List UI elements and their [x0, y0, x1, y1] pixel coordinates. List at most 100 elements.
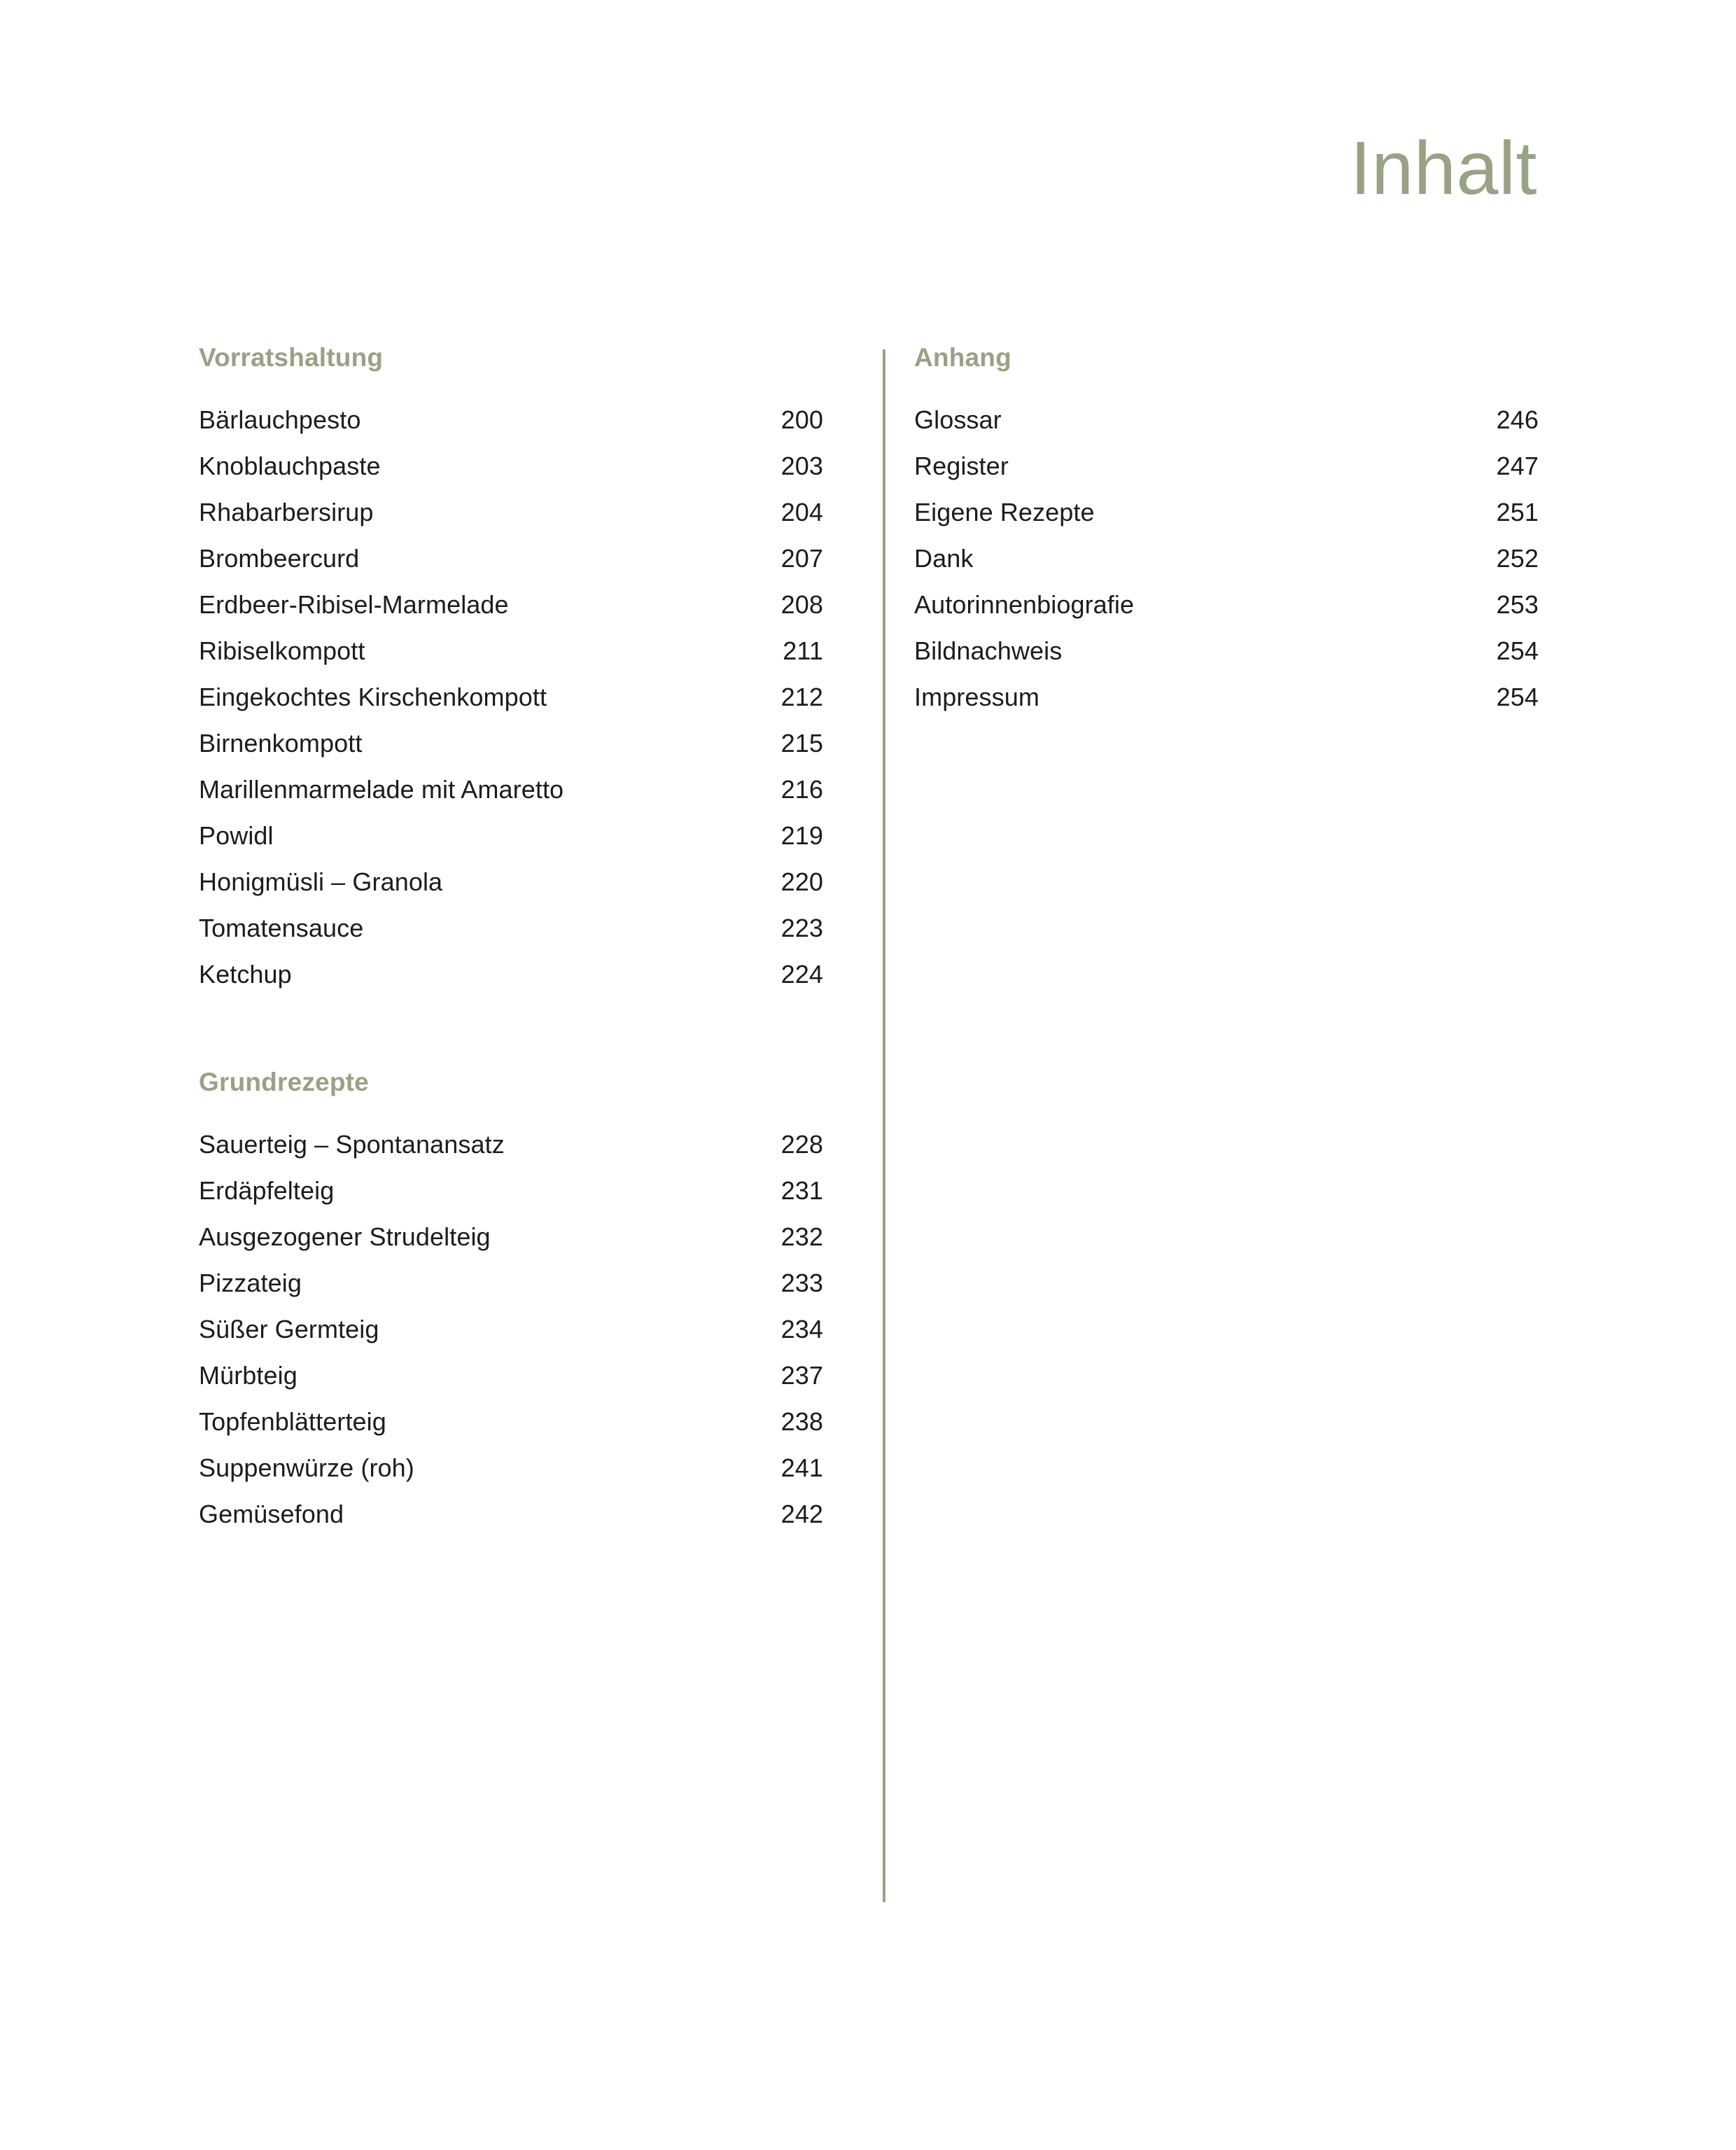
toc-entry[interactable]: Erdäpfelteig 231 [199, 1168, 823, 1214]
toc-entry-title: Knoblauchpaste [199, 452, 381, 480]
toc-entry[interactable]: Bärlauchpesto 200 [199, 397, 823, 443]
toc-entry[interactable]: Sauerteig – Spontanansatz 228 [199, 1122, 823, 1168]
toc-list: Bärlauchpesto 200 Knoblauchpaste 203 Rha… [199, 397, 823, 998]
toc-entry-page: 223 [780, 914, 823, 942]
toc-entry[interactable]: Glossar 246 [914, 397, 1539, 443]
toc-entry[interactable]: Dank 252 [914, 536, 1539, 582]
toc-entry-page: 203 [780, 452, 823, 480]
toc-entry[interactable]: Marillenmarmelade mit Amaretto 216 [199, 767, 823, 813]
toc-entry[interactable]: Birnenkompott 215 [199, 720, 823, 767]
section-heading: Anhang [914, 343, 1011, 372]
toc-entry-title: Süßer Germteig [199, 1315, 379, 1343]
toc-entry[interactable]: Autorinnenbiografie 253 [914, 582, 1539, 628]
section-heading: Vorratshaltung [199, 343, 384, 372]
toc-entry-title: Ketchup [199, 960, 292, 989]
toc-section-vorratshaltung: Vorratshaltung Bärlauchpesto 200 Knoblau… [199, 344, 823, 998]
toc-column-left: Vorratshaltung Bärlauchpesto 200 Knoblau… [199, 344, 823, 1537]
toc-section-grundrezepte: Grundrezepte Sauerteig – Spontanansatz 2… [199, 1069, 823, 1537]
toc-entry-page: 253 [1496, 590, 1539, 619]
toc-entry-title: Eigene Rezepte [914, 498, 1095, 526]
toc-entry[interactable]: Powidl 219 [199, 813, 823, 859]
toc-entry-page: 200 [780, 405, 823, 434]
toc-entry-title: Marillenmarmelade mit Amaretto [199, 775, 564, 804]
toc-entry[interactable]: Gemüsefond 242 [199, 1491, 823, 1537]
toc-entry-title: Ribiselkompott [199, 636, 365, 665]
toc-entry-title: Honigmüsli – Granola [199, 867, 443, 896]
toc-entry-title: Rhabarbersirup [199, 498, 374, 526]
toc-entry-page: 247 [1496, 452, 1539, 480]
toc-entry-page: 204 [780, 498, 823, 526]
toc-entry-title: Suppenwürze (roh) [199, 1453, 414, 1482]
section-heading: Grundrezepte [199, 1068, 369, 1096]
toc-entry[interactable]: Suppenwürze (roh) 241 [199, 1445, 823, 1491]
toc-entry-page: 232 [780, 1222, 823, 1251]
toc-entry-title: Gemüsefond [199, 1500, 344, 1528]
toc-entry[interactable]: Erdbeer-Ribisel-Marmelade 208 [199, 582, 823, 628]
toc-list: Sauerteig – Spontanansatz 228 Erdäpfelte… [199, 1122, 823, 1537]
toc-entry[interactable]: Eingekochtes Kirschenkompott 212 [199, 674, 823, 720]
toc-entry-title: Bildnachweis [914, 636, 1063, 665]
toc-entry-title: Powidl [199, 821, 274, 850]
toc-entry-page: 228 [780, 1130, 823, 1159]
column-divider [883, 349, 886, 1902]
toc-entry[interactable]: Ausgezogener Strudelteig 232 [199, 1214, 823, 1260]
toc-entry[interactable]: Tomatensauce 223 [199, 905, 823, 951]
toc-entry[interactable]: Ribiselkompott 211 [199, 628, 823, 674]
toc-entry-title: Topfenblätterteig [199, 1407, 386, 1436]
toc-entry[interactable]: Register 247 [914, 443, 1539, 489]
toc-entry[interactable]: Süßer Germteig 234 [199, 1306, 823, 1353]
toc-entry-page: 233 [780, 1269, 823, 1297]
toc-entry[interactable]: Impressum 254 [914, 674, 1539, 720]
toc-entry-title: Erdbeer-Ribisel-Marmelade [199, 590, 509, 619]
toc-entry[interactable]: Topfenblätterteig 238 [199, 1399, 823, 1445]
page-title: Inhalt [1350, 125, 1537, 210]
toc-entry-page: 254 [1496, 636, 1539, 665]
toc-entry[interactable]: Brombeercurd 207 [199, 536, 823, 582]
toc-entry-title: Birnenkompott [199, 729, 363, 758]
toc-section-anhang: Anhang Glossar 246 Register 247 Eigene R… [914, 344, 1539, 720]
toc-entry-page: 231 [780, 1176, 823, 1205]
toc-entry[interactable]: Eigene Rezepte 251 [914, 489, 1539, 536]
toc-entry-title: Ausgezogener Strudelteig [199, 1222, 491, 1251]
toc-entry[interactable]: Ketchup 224 [199, 951, 823, 998]
toc-entry-title: Sauerteig – Spontanansatz [199, 1130, 505, 1159]
toc-entry-page: 241 [780, 1453, 823, 1482]
toc-entry-page: 251 [1496, 498, 1539, 526]
toc-entry-page: 224 [780, 960, 823, 989]
toc-entry-page: 211 [783, 636, 823, 665]
toc-entry-title: Impressum [914, 683, 1040, 711]
toc-entry-page: 238 [780, 1407, 823, 1436]
toc-entry-page: 252 [1496, 544, 1539, 573]
toc-entry[interactable]: Bildnachweis 254 [914, 628, 1539, 674]
toc-entry[interactable]: Knoblauchpaste 203 [199, 443, 823, 489]
toc-entry-title: Tomatensauce [199, 914, 364, 942]
toc-entry-page: 246 [1496, 405, 1539, 434]
toc-entry[interactable]: Honigmüsli – Granola 220 [199, 859, 823, 905]
toc-entry-page: 208 [780, 590, 823, 619]
toc-entry-title: Erdäpfelteig [199, 1176, 335, 1205]
toc-column-right: Anhang Glossar 246 Register 247 Eigene R… [914, 344, 1539, 720]
toc-entry-page: 207 [780, 544, 823, 573]
toc-entry-title: Brombeercurd [199, 544, 360, 573]
toc-entry-title: Dank [914, 544, 974, 573]
toc-entry[interactable]: Pizzateig 233 [199, 1260, 823, 1306]
toc-entry-page: 242 [780, 1500, 823, 1528]
toc-entry-title: Autorinnenbiografie [914, 590, 1135, 619]
toc-entry-title: Mürbteig [199, 1361, 298, 1390]
toc-entry-title: Bärlauchpesto [199, 405, 361, 434]
toc-entry-page: 212 [780, 683, 823, 711]
toc-entry-title: Register [914, 452, 1009, 480]
toc-entry[interactable]: Rhabarbersirup 204 [199, 489, 823, 536]
toc-entry-page: 237 [780, 1361, 823, 1390]
toc-entry-page: 216 [780, 775, 823, 804]
toc-entry-page: 219 [780, 821, 823, 850]
toc-entry[interactable]: Mürbteig 237 [199, 1353, 823, 1399]
toc-entry-page: 215 [780, 729, 823, 758]
toc-entry-title: Glossar [914, 405, 1002, 434]
toc-entry-page: 254 [1496, 683, 1539, 711]
toc-entry-page: 234 [780, 1315, 823, 1343]
toc-columns: Vorratshaltung Bärlauchpesto 200 Knoblau… [199, 344, 1539, 1537]
toc-entry-title: Pizzateig [199, 1269, 302, 1297]
toc-entry-title: Eingekochtes Kirschenkompott [199, 683, 547, 711]
